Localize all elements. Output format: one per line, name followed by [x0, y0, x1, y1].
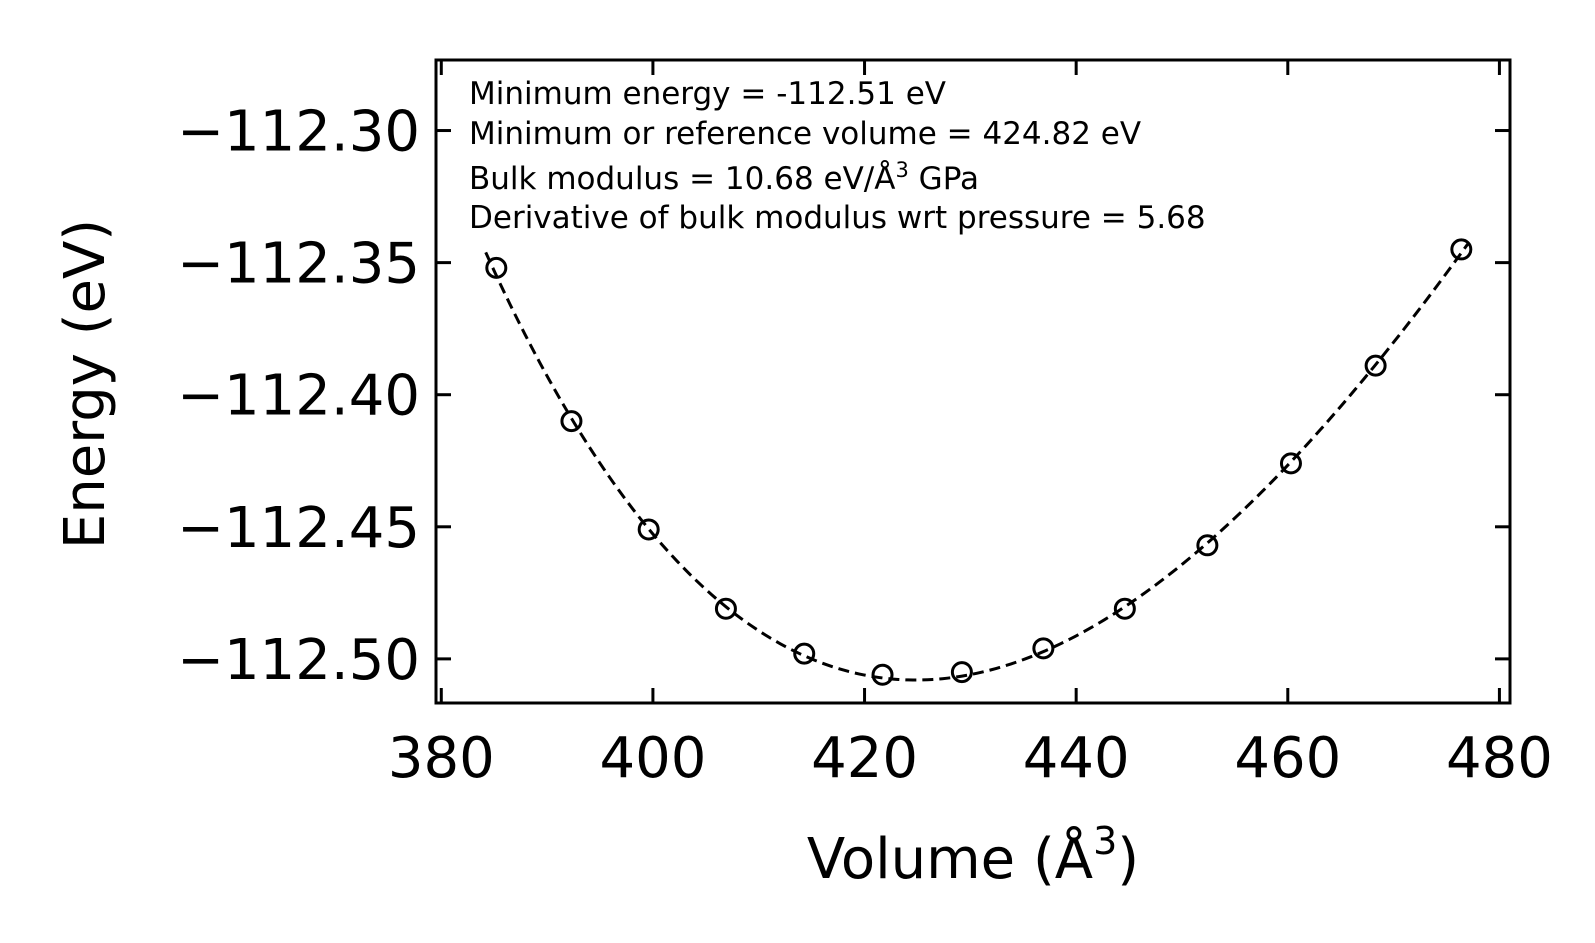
data-point	[714, 597, 737, 620]
annotation-min-energy: Minimum energy = -112.51 eV	[469, 76, 946, 112]
x-tick-label: 480	[1446, 726, 1553, 791]
data-point	[560, 410, 583, 433]
x-tick-label: 400	[599, 726, 706, 791]
data-point	[1450, 238, 1473, 261]
y-tick-label: −112.35	[177, 232, 420, 297]
y-tick-label: −112.50	[177, 628, 420, 693]
y-tick-label: −112.30	[177, 100, 420, 165]
x-tick-label: 380	[388, 726, 495, 791]
data-point	[1113, 597, 1136, 620]
annotation-bulk-modulus: Bulk modulus = 10.68 eV/Å3 GPa	[469, 158, 979, 197]
data-point	[1279, 452, 1302, 475]
data-point	[637, 518, 660, 541]
data-point	[793, 642, 816, 665]
data-point	[871, 663, 894, 686]
plot-frame	[434, 58, 1512, 705]
x-tick-label: 420	[811, 726, 918, 791]
data-point	[950, 661, 973, 684]
y-tick-label: −112.40	[177, 364, 420, 429]
x-axis-label: Volume (Å3)	[807, 819, 1139, 892]
annotation-min-volume: Minimum or reference volume = 424.82 eV	[469, 116, 1141, 152]
data-point	[1364, 354, 1387, 377]
ticks-layer: 380 400 420 440 460 480 −112.30 −112.35 −112.40 −…	[177, 60, 1553, 791]
y-tick-label: −112.45	[177, 496, 420, 561]
data-point	[1196, 534, 1219, 557]
x-tick-label: 440	[1023, 726, 1130, 791]
annotation-bulk-modulus-derivative: Derivative of bulk modulus wrt pressure …	[469, 200, 1206, 236]
y-axis-label: Energy (eV)	[53, 219, 118, 549]
data-point	[485, 256, 508, 279]
fit-curve	[484, 243, 1469, 682]
data-point	[1032, 637, 1055, 660]
points-layer	[485, 238, 1473, 686]
fit-layer	[484, 243, 1469, 682]
x-tick-label: 460	[1234, 726, 1341, 791]
